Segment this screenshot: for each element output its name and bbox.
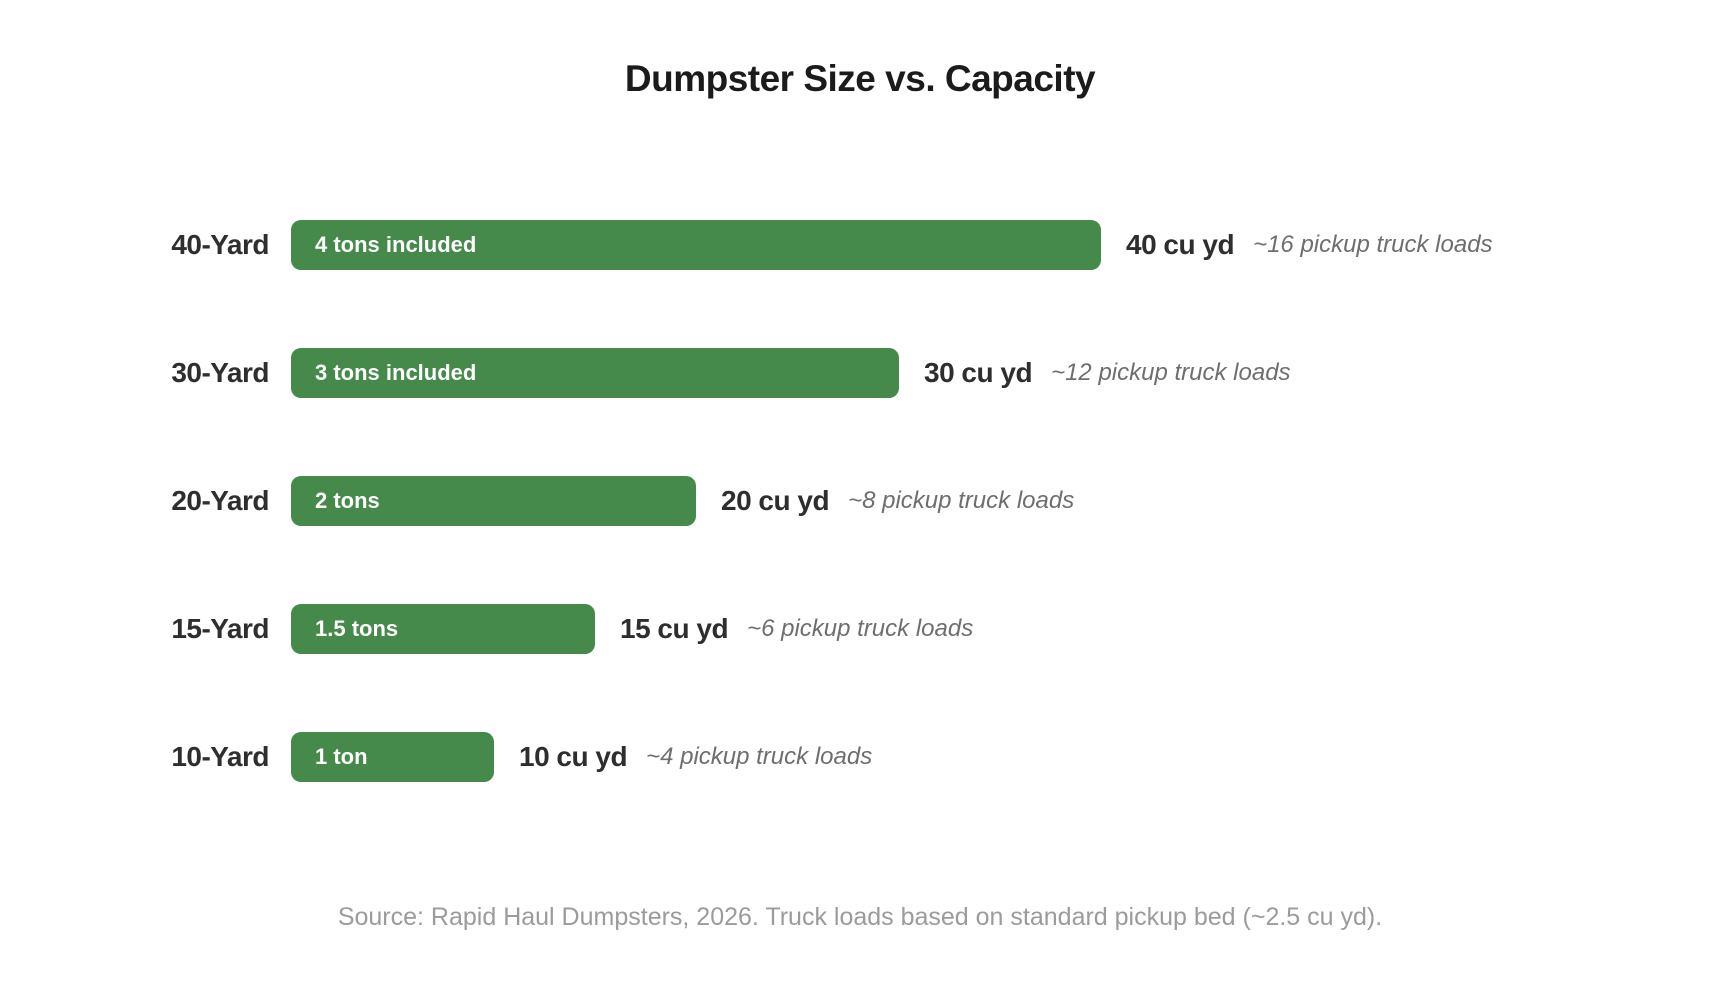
capacity-bar: 1 ton bbox=[291, 732, 494, 782]
bar-row: 40-Yard 4 tons included 40 cu yd ~16 pic… bbox=[101, 220, 1493, 270]
bar-tons-label: 4 tons included bbox=[315, 232, 477, 257]
capacity-bar: 2 tons bbox=[291, 476, 696, 526]
capacity-value: 40 cu yd bbox=[1126, 229, 1235, 260]
capacity-value: 30 cu yd bbox=[924, 357, 1033, 388]
bar-tons-label: 2 tons bbox=[315, 488, 380, 513]
size-label: 40-Yard bbox=[171, 229, 269, 260]
chart-title: Dumpster Size vs. Capacity bbox=[624, 58, 1096, 99]
size-label: 20-Yard bbox=[171, 485, 269, 516]
truck-loads-note: ~8 pickup truck loads bbox=[848, 487, 1075, 514]
truck-loads-note: ~4 pickup truck loads bbox=[646, 743, 873, 770]
bar-tons-label: 3 tons included bbox=[315, 360, 477, 385]
capacity-value: 20 cu yd bbox=[721, 485, 830, 516]
capacity-value: 10 cu yd bbox=[519, 741, 628, 772]
size-label: 15-Yard bbox=[171, 613, 269, 644]
bar-tons-label: 1 ton bbox=[315, 744, 368, 769]
bar-row: 10-Yard 1 ton 10 cu yd ~4 pickup truck l… bbox=[101, 732, 1493, 782]
truck-loads-note: ~16 pickup truck loads bbox=[1253, 231, 1493, 258]
source-note: Source: Rapid Haul Dumpsters, 2026. Truc… bbox=[337, 903, 1383, 931]
capacity-bar: 4 tons included bbox=[291, 220, 1101, 270]
truck-loads-note: ~12 pickup truck loads bbox=[1051, 359, 1291, 386]
bar-chart: 40-Yard 4 tons included 40 cu yd ~16 pic… bbox=[101, 220, 1493, 860]
capacity-bar: 3 tons included bbox=[291, 348, 899, 398]
capacity-bar: 1.5 tons bbox=[291, 604, 595, 654]
bar-tons-label: 1.5 tons bbox=[315, 616, 399, 641]
truck-loads-note: ~6 pickup truck loads bbox=[747, 615, 974, 642]
bar-row: 15-Yard 1.5 tons 15 cu yd ~6 pickup truc… bbox=[101, 604, 1493, 654]
capacity-value: 15 cu yd bbox=[620, 613, 729, 644]
bar-row: 20-Yard 2 tons 20 cu yd ~8 pickup truck … bbox=[101, 476, 1493, 526]
bar-row: 30-Yard 3 tons included 30 cu yd ~12 pic… bbox=[101, 348, 1493, 398]
size-label: 10-Yard bbox=[171, 741, 269, 772]
size-label: 30-Yard bbox=[171, 357, 269, 388]
